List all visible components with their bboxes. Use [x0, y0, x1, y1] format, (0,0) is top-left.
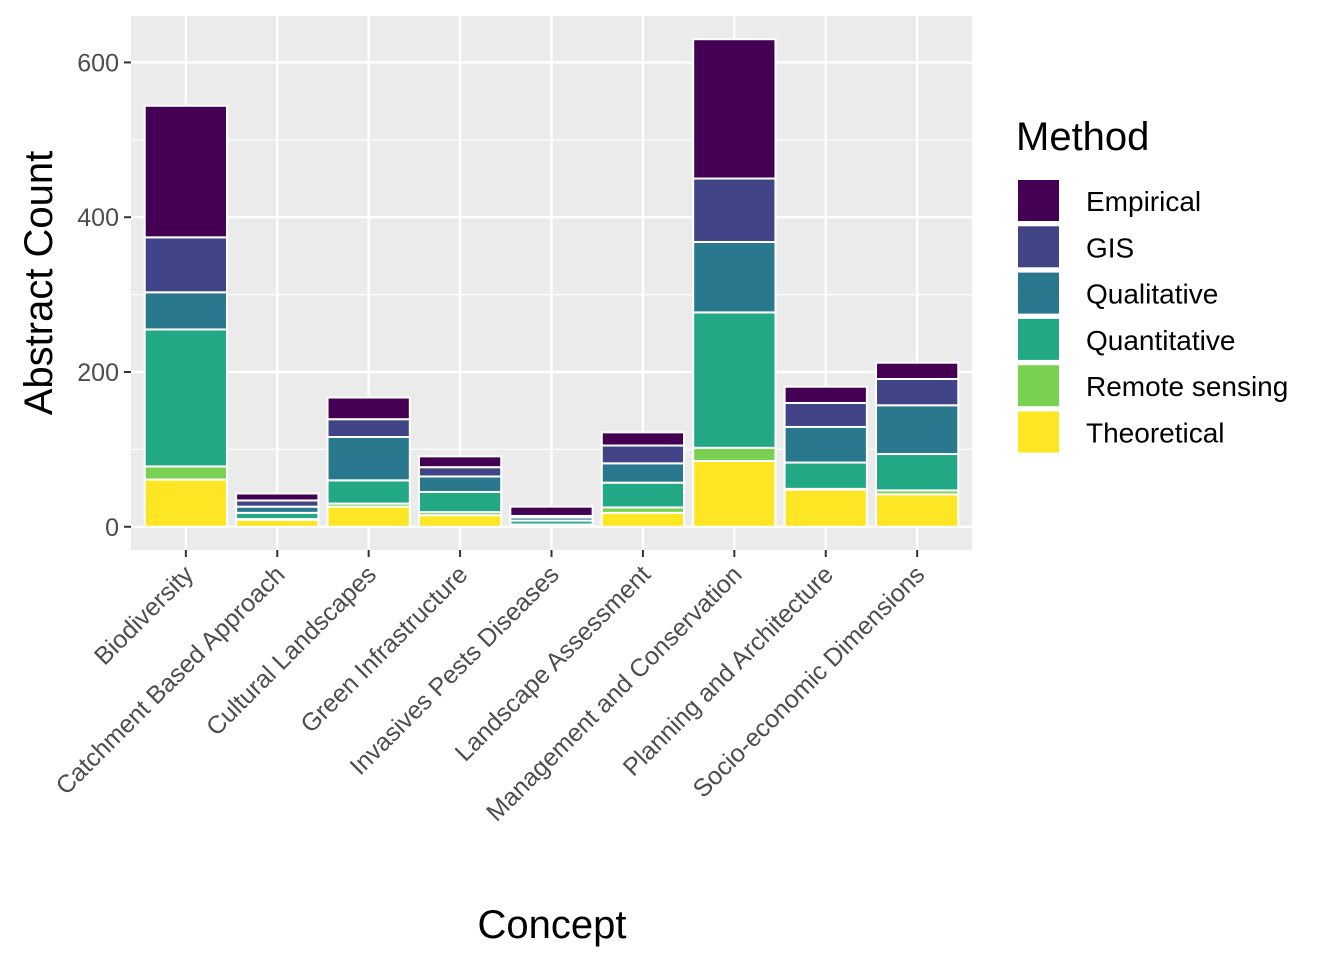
legend-key — [1018, 180, 1059, 221]
bar-segment — [600, 462, 686, 484]
bar-segment — [235, 518, 320, 528]
bar-segment — [326, 505, 411, 528]
bar-segment — [143, 478, 228, 528]
legend-label: Theoretical — [1086, 418, 1225, 449]
bar-segment — [692, 311, 777, 449]
legend-key — [1018, 272, 1059, 314]
bar-segment — [417, 490, 503, 514]
bar-segment — [143, 236, 228, 294]
y-tick-label: 0 — [105, 514, 119, 542]
bar-segment — [692, 240, 777, 314]
bar-segment — [509, 505, 594, 517]
bar-segment — [417, 466, 503, 478]
legend-label: Remote sensing — [1086, 371, 1288, 402]
legend: Method Empirical GIS Qualitative Quantitati… — [1016, 115, 1288, 453]
legend-label: Empirical — [1086, 186, 1201, 217]
bar-segment — [783, 401, 868, 428]
x-tick-label: Cultural Landscapes — [201, 560, 382, 741]
bar-segment — [417, 455, 503, 469]
bar-segment — [783, 425, 868, 464]
y-axis: 0 200 400 600 — [77, 49, 131, 542]
bar-segment — [783, 488, 868, 528]
legend-key — [1018, 411, 1059, 453]
bar-segment — [417, 475, 503, 493]
bar-segment — [692, 38, 777, 180]
legend-label: Qualitative — [1086, 279, 1218, 310]
legend-key — [1018, 226, 1059, 268]
bar-segment — [326, 418, 411, 439]
legend-key — [1018, 318, 1059, 360]
y-tick-label: 400 — [77, 204, 119, 232]
legend-label: Quantitative — [1086, 325, 1235, 356]
bars — [143, 38, 960, 528]
legend-key — [1018, 365, 1059, 407]
x-tick-label: Green Infrastructure — [295, 560, 473, 738]
bar-segment — [875, 361, 960, 380]
bar-segment — [783, 461, 868, 490]
bar-segment — [692, 446, 777, 462]
bar-segment — [692, 460, 777, 528]
bar-segment — [326, 479, 411, 505]
bar-segment — [875, 493, 960, 528]
bar-segment — [600, 511, 686, 528]
bar-segment — [326, 436, 411, 482]
legend-title: Method — [1016, 115, 1149, 159]
x-axis-title: Concept — [478, 903, 627, 947]
bar-segment — [417, 514, 503, 528]
bar-segment — [326, 396, 411, 421]
bar-segment — [600, 431, 686, 447]
y-tick-label: 600 — [77, 49, 119, 77]
bar-segment — [600, 481, 686, 509]
bar-segment — [143, 104, 228, 239]
bar-segment — [783, 385, 868, 404]
y-axis-title: Abstract Count — [17, 151, 61, 416]
bar-segment — [692, 177, 777, 243]
bar-segment — [600, 444, 686, 465]
bar-segment — [143, 465, 228, 481]
y-tick-label: 200 — [77, 359, 119, 387]
bar-segment — [143, 291, 228, 331]
bar-segment — [875, 453, 960, 492]
bar-segment — [143, 328, 228, 468]
legend-label: GIS — [1086, 232, 1134, 263]
bar-segment — [875, 404, 960, 456]
bar-segment — [875, 377, 960, 407]
bar-segment — [235, 492, 320, 502]
